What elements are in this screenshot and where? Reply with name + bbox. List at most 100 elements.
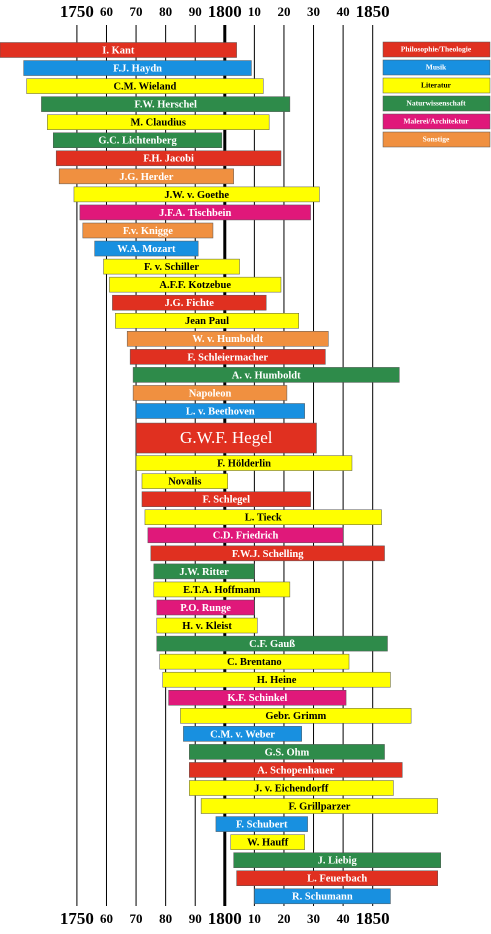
x-tick-label: 60 [100,4,113,19]
bar [189,744,385,760]
bar [135,422,317,454]
bar [153,581,291,598]
x-tick-label: 70 [130,911,143,926]
bar-label: G.W.F. Hegel [180,428,273,447]
bar-label: E.T.A. Hoffmann [183,585,261,596]
legend-label: Literatur [421,81,452,90]
bar-label: I. Kant [102,45,135,56]
bar [135,455,353,471]
x-tick-label: 40 [337,911,350,926]
bar [156,635,388,652]
bar [135,403,305,419]
x-tick-label: 20 [277,911,290,926]
bar [115,313,299,329]
bar-label: C.F. Gauß [249,639,295,650]
bar [47,114,270,130]
bar-label: W. v. Humboldt [192,334,263,345]
bar-label: G.C. Lichtenberg [98,136,177,147]
bar-label: J. v. Eichendorff [254,783,329,794]
bar-label: A. v. Humboldt [232,370,301,381]
bar [236,870,439,886]
x-tick-label: 1850 [356,909,390,928]
legend-swatch [382,95,491,112]
bar-label: Gebr. Grimm [265,711,326,722]
legend-swatch [382,41,491,58]
legend-label: Naturwissenschaft [406,99,466,108]
bar [180,708,412,724]
bar-label: F.W. Herschel [134,100,197,111]
x-tick-label: 10 [248,4,261,19]
bar-label: C. Brentano [227,657,282,668]
x-tick-label: 30 [307,4,320,19]
bar [103,258,240,275]
bar [189,762,403,778]
bar-label: L. Tieck [245,513,282,524]
legend-label: Sonstige [423,135,450,144]
legend-swatch [382,77,491,94]
bar-label: F. v. Schiller [144,262,199,273]
bar [141,473,229,489]
x-tick-label: 40 [337,4,350,19]
bar-label: J.G. Fichte [165,298,215,309]
x-tick-label: 1800 [208,2,242,21]
x-tick-label: 90 [189,911,202,926]
legend-label: Philosophie/Theologie [401,45,472,54]
bar [254,888,391,905]
bar-label: F. Schleiermacher [187,352,268,363]
bar [52,132,223,148]
x-tick-label: 80 [159,911,172,926]
bar-label: F. Hölderlin [217,459,271,470]
x-tick-label: 20 [277,4,290,19]
bar [132,385,288,401]
bar [215,816,308,832]
bar [23,60,252,76]
bar [129,349,326,365]
bar-label: F.H. Jacobi [143,154,194,165]
bar-label: J.G. Herder [119,172,173,183]
x-tick-label: 1850 [356,2,390,21]
bar [41,96,291,112]
x-tick-label: 90 [189,4,202,19]
bar-label: F. Schubert [236,820,288,831]
bar-label: Novalis [168,477,201,488]
bar [153,563,255,580]
bar-label: L. v. Beethoven [186,406,255,417]
bar-label: G.S. Ohm [265,747,310,758]
bar [79,204,311,221]
bar-label: K.F. Schinkel [227,693,287,704]
bar [126,331,329,347]
legend-swatch [382,59,491,76]
bar-label: F.v. Knigge [123,226,173,237]
bar [150,545,385,562]
bar [141,491,311,507]
bar [189,780,394,796]
bar [183,726,302,742]
bar [132,367,400,383]
bar-label: A. Schopenhauer [257,765,334,776]
bar [109,276,282,293]
bar [230,834,305,850]
bar-label: F. Schlegel [203,495,251,506]
bar [159,653,350,670]
bar [0,42,237,58]
bar [94,240,199,257]
bar [147,527,344,544]
legend-swatch [382,131,491,148]
bar [162,671,391,688]
legend-label: Musik [426,63,447,72]
bar [82,222,214,239]
bar-label: F. Grillparzer [288,801,350,812]
bar [233,852,441,868]
x-tick-label: 30 [307,911,320,926]
bar-label: J.W. Ritter [179,567,229,578]
bar-label: F.W.J. Schelling [232,549,304,560]
legend-swatch [382,113,491,130]
x-tick-label: 10 [248,911,261,926]
bar [156,599,255,616]
bar-label: H. Heine [257,675,297,686]
bar [73,186,320,203]
bar-label: Jean Paul [185,316,229,327]
x-tick-label: 1750 [60,909,94,928]
bar-label: H. v. Kleist [182,621,232,632]
x-tick-label: 60 [100,911,113,926]
